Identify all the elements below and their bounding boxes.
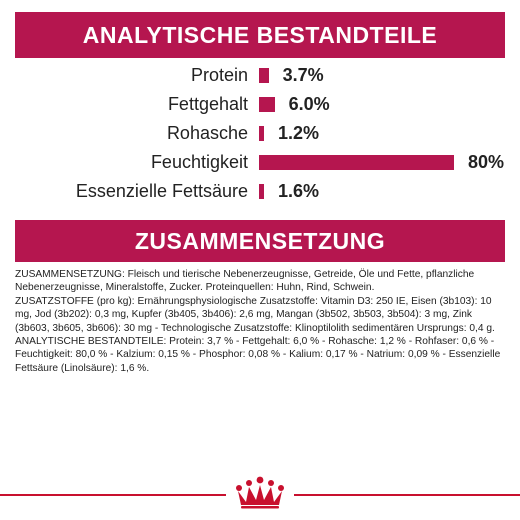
nutrient-value-feuchtigkeit: 80% xyxy=(468,152,505,172)
footer-line-left xyxy=(0,494,226,496)
nutrient-row: Rohasche 1.2% xyxy=(0,119,520,148)
nutrient-value-rohasche: 1.2% xyxy=(278,123,320,143)
royal-canin-crown-icon xyxy=(236,476,284,509)
analytical-constituents-banner: ANALYTISCHE BESTANDTEILE xyxy=(15,12,505,58)
analytical-constituents-title: ANALYTISCHE BESTANDTEILE xyxy=(82,22,438,48)
composition-title: ZUSAMMENSETZUNG xyxy=(134,228,386,254)
nutrient-bar-essential-fatty-acid xyxy=(259,184,264,199)
composition-banner: ZUSAMMENSETZUNG xyxy=(15,220,505,262)
nutrient-label-essential-fatty-acid: Essenzielle Fettsäure xyxy=(75,181,248,201)
nutrient-value-protein: 3.7% xyxy=(282,65,324,85)
nutrient-label-feuchtigkeit: Feuchtigkeit xyxy=(150,152,248,172)
nutrient-bar-protein xyxy=(259,68,269,83)
nutrient-row: Fettgehalt 6.0% xyxy=(0,90,520,119)
composition-paragraph-ingredients: ZUSAMMENSETZUNG: Fleisch und tierische N… xyxy=(15,269,475,294)
nutrient-row: Essenzielle Fettsäure 1.6% xyxy=(0,177,520,206)
nutrient-value-fettgehalt: 6.0% xyxy=(288,94,330,114)
nutrient-label-rohasche: Rohasche xyxy=(166,123,248,143)
nutrient-bar-fettgehalt xyxy=(259,97,275,112)
nutrient-row: Feuchtigkeit 80% xyxy=(0,148,520,177)
nutrient-bar-feuchtigkeit xyxy=(259,155,454,170)
nutrient-bar-rohasche xyxy=(259,126,264,141)
nutrient-label-protein: Protein xyxy=(190,65,248,85)
nutrient-list: Protein 3.7% Fettgehalt 6.0% Rohasche 1.… xyxy=(0,61,520,206)
footer-line-right xyxy=(294,494,520,496)
composition-paragraph-additives: ZUSATZSTOFFE (pro kg): Ernährungsphysiol… xyxy=(15,295,495,334)
composition-paragraph-analytical: ANALYTISCHE BESTANDTEILE: Protein: 3,7 %… xyxy=(15,336,501,374)
composition-text: ZUSAMMENSETZUNG: Fleisch und tierische N… xyxy=(15,268,507,375)
nutrient-row: Protein 3.7% xyxy=(0,61,520,90)
nutrient-label-fettgehalt: Fettgehalt xyxy=(167,94,248,114)
nutrient-value-essential-fatty-acid: 1.6% xyxy=(278,181,320,201)
